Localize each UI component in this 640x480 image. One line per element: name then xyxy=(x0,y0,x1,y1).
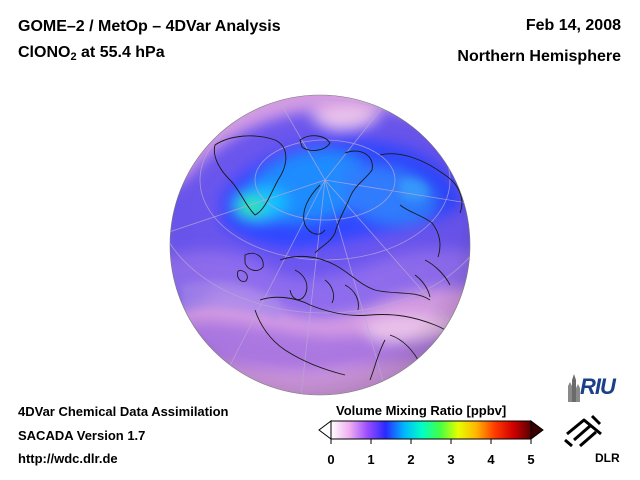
riu-logo-text: RIU xyxy=(580,374,616,399)
footer-version: SACADA Version 1.7 xyxy=(18,428,146,443)
footer-url[interactable]: http://wdc.dlr.de xyxy=(18,451,118,466)
colorbar-max-arrow xyxy=(530,420,544,440)
species-subscript: 2 xyxy=(70,51,77,63)
colorbar-tick-label: 3 xyxy=(447,452,455,467)
colorbar-tick-label: 2 xyxy=(407,452,415,467)
colorbar-tick-label: 0 xyxy=(327,452,335,467)
globe-outline xyxy=(169,94,471,396)
species-label: ClONO2 at 55.4 hPa xyxy=(18,45,165,63)
colorbar-tick-label: 5 xyxy=(527,452,535,467)
colorbar-gradient xyxy=(330,420,532,440)
colorbar-tick-label: 4 xyxy=(487,452,495,467)
colorbar-min-arrow xyxy=(318,420,332,440)
colorbar-title: Volume Mixing Ratio [ppbv] xyxy=(336,403,507,418)
coastlines xyxy=(213,135,466,395)
dlr-logo-icon xyxy=(564,414,602,448)
colorbar-tick-label: 1 xyxy=(367,452,375,467)
dlr-logo-text: DLR xyxy=(595,451,620,465)
colorbar xyxy=(318,420,544,444)
map-title: GOME–2 / MetOp – 4DVar Analysis xyxy=(18,18,281,35)
analysis-date: Feb 14, 2008 xyxy=(525,17,621,34)
species-name: ClONO xyxy=(18,44,71,61)
globe-map xyxy=(169,94,471,396)
footer-system: 4DVar Chemical Data Assimilation xyxy=(18,404,229,419)
riu-logo-icon xyxy=(568,374,580,402)
hemisphere-label: Northern Hemisphere xyxy=(457,48,621,65)
graticule xyxy=(170,95,470,395)
pressure-level: at 55.4 hPa xyxy=(76,44,165,61)
